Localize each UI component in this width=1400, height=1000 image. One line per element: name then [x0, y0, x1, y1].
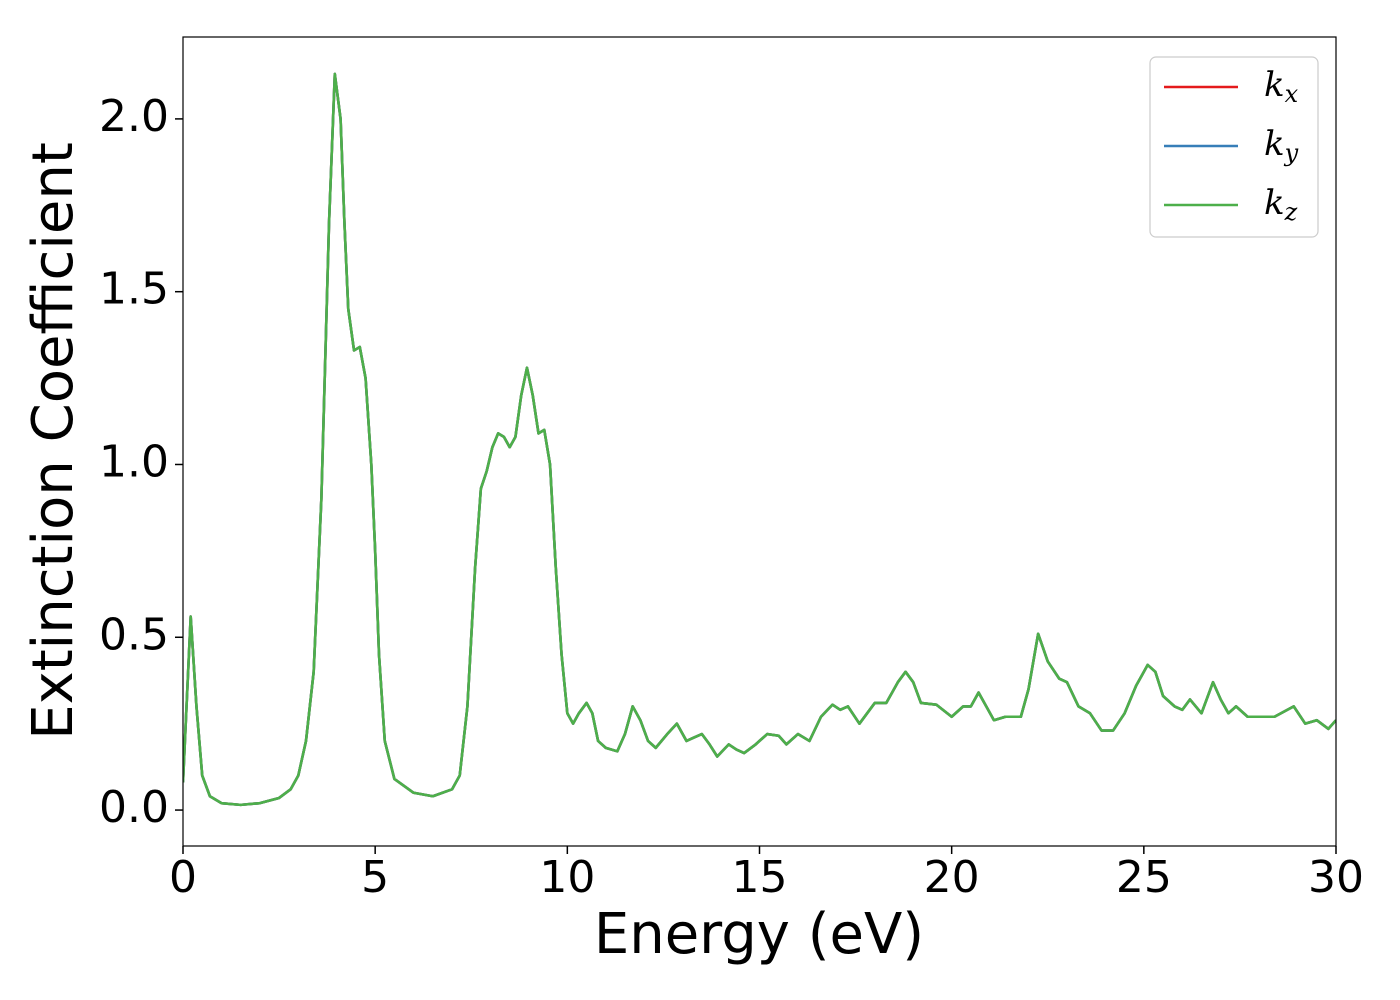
x-tick-label: 25: [1116, 852, 1172, 903]
legend-label: kz: [1264, 183, 1298, 226]
x-tick-label: 10: [539, 852, 595, 903]
x-tick-label: 20: [924, 852, 980, 903]
y-axis-label: Extinction Coefficient: [21, 142, 86, 740]
x-tick-label: 5: [361, 852, 389, 903]
legend-label: ky: [1264, 124, 1299, 167]
x-tick-label: 0: [169, 852, 197, 903]
legend-label: kx: [1264, 65, 1299, 108]
data-line: [183, 72, 1336, 807]
x-tick-label: 30: [1308, 852, 1364, 903]
x-axis-label: Energy (eV): [594, 902, 924, 967]
y-tick-label: 0.0: [99, 782, 169, 833]
y-tick-label: 0.5: [99, 609, 169, 660]
y-tick-label: 2.0: [99, 91, 169, 142]
y-tick-label: 1.5: [99, 264, 169, 315]
plot-frame: [182, 36, 1337, 847]
x-tick-label: 15: [732, 852, 788, 903]
y-tick-label: 1.0: [99, 436, 169, 487]
